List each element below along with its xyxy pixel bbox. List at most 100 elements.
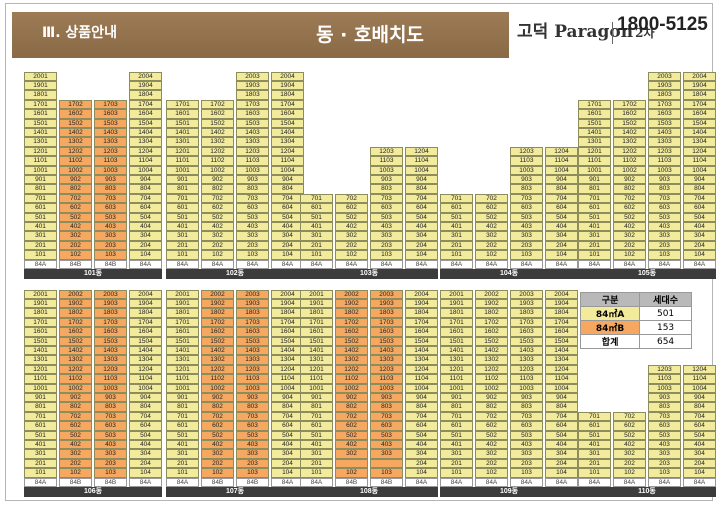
unit-cell: 803 [236,184,269,194]
unit-cell: 1103 [94,156,127,166]
unit-cell: 602 [59,203,92,213]
unit-cell: 1902 [335,299,368,309]
unit-cell: 803 [510,402,543,412]
unit-cell: 1103 [370,156,403,166]
unit-cell: 703 [370,411,403,422]
unit-cell: 1504 [271,118,304,128]
summary-header-row: 구분 세대수 [579,292,692,307]
unit-cell: 503 [370,212,403,222]
unit-cell: 1301 [300,355,333,365]
unit-cell: 601 [578,421,611,431]
unit-cell: 803 [370,402,403,412]
unit-cell: 304 [129,231,162,241]
unit-type-label: 84A [300,477,333,487]
unit-cell: 1102 [613,156,646,166]
unit-cell: 803 [370,184,403,194]
unit-cell: 1203 [370,146,403,157]
unit-cell: 202 [201,240,234,251]
unit-cell: 1004 [405,165,438,175]
unit-cell: 1301 [166,355,199,365]
unit-cell: 202 [613,458,646,469]
unit-cell: 103 [510,468,543,478]
unit-type-label: 84A [510,259,543,269]
unit-cell: 502 [201,212,234,222]
unit-cell: 101 [166,468,199,478]
unit-cell: 1801 [440,308,473,318]
unit-cell: 1003 [510,165,543,175]
unit-cell: 604 [129,421,162,431]
building-label: 109동 [440,487,578,497]
unit-cell: 102 [613,250,646,260]
unit-cell: 1801 [24,308,57,318]
unit-cell: 304 [545,231,578,241]
unit-cell: 1601 [166,109,199,119]
unit-cell: 2001 [24,289,57,299]
unit-cell: 401 [578,222,611,232]
unit-cell: 702 [613,193,646,204]
unit-cell: 103 [370,468,403,478]
unit-cell: 1904 [683,81,716,91]
unit-cell: 703 [510,411,543,422]
unit-type-label: 84A [613,477,646,487]
unit-cell: 1102 [59,156,92,166]
unit-cell: 1604 [271,109,304,119]
unit-cell: 1001 [300,383,333,393]
unit-cell: 703 [236,411,269,422]
unit-cell: 1503 [510,336,543,346]
unit-type-label: 84A [613,259,646,269]
unit-cell: 702 [613,411,646,422]
unit-cell: 1904 [405,299,438,309]
unit-cell: 502 [59,430,92,440]
unit-cell: 1401 [166,128,199,138]
unit-cell: 204 [545,240,578,251]
unit-cell: 704 [545,193,578,204]
unit-cell: 401 [24,440,57,450]
unit-cell: 1303 [236,137,269,147]
building-label: 107동 [166,487,304,497]
unit-cell: 1503 [236,118,269,128]
unit-cell: 704 [683,411,716,422]
summary-count: 501 [639,306,692,321]
unit-cell: 1104 [683,156,716,166]
unit-cell: 702 [475,193,508,204]
unit-cell: 1604 [545,327,578,337]
summary-count: 153 [639,320,692,335]
unit-cell: 704 [129,411,162,422]
unit-cell: 101 [578,468,611,478]
unit-cell: 201 [300,240,333,251]
unit-type-label: 84B [59,259,92,269]
unit-cell: 403 [370,222,403,232]
unit-cell: 1202 [201,364,234,375]
unit-cell: 802 [335,402,368,412]
unit-cell: 303 [648,231,681,241]
unit-cell: 1303 [94,355,127,365]
unit-cell: 1104 [545,374,578,384]
unit-cell: 901 [300,393,333,403]
unit-type-label: 84A [578,477,611,487]
unit-cell: 1904 [271,81,304,91]
unit-cell: 302 [475,449,508,459]
unit-cell: 101 [24,468,57,478]
unit-cell: 1303 [370,355,403,365]
unit-cell: 302 [335,449,368,459]
unit-cell: 204 [129,458,162,469]
unit-cell: 403 [94,222,127,232]
unit-cell: 1302 [335,355,368,365]
unit-cell: 1702 [613,99,646,110]
unit-cell: 1902 [475,299,508,309]
unit-cell: 102 [201,250,234,260]
unit-cell: 301 [578,231,611,241]
unit-cell: 403 [510,222,543,232]
unit-cell: 801 [24,184,57,194]
unit-cell: 804 [271,184,304,194]
unit-type-label: 84A [236,259,269,269]
unit-cell: 503 [510,212,543,222]
unit-cell: 1304 [129,355,162,365]
unit-cell: 1204 [405,146,438,157]
unit-cell: 404 [405,222,438,232]
unit-cell: 801 [24,402,57,412]
unit-cell: 202 [475,240,508,251]
unit-cell: 1302 [613,137,646,147]
unit-cell: 402 [335,222,368,232]
unit-cell: 1404 [129,128,162,138]
